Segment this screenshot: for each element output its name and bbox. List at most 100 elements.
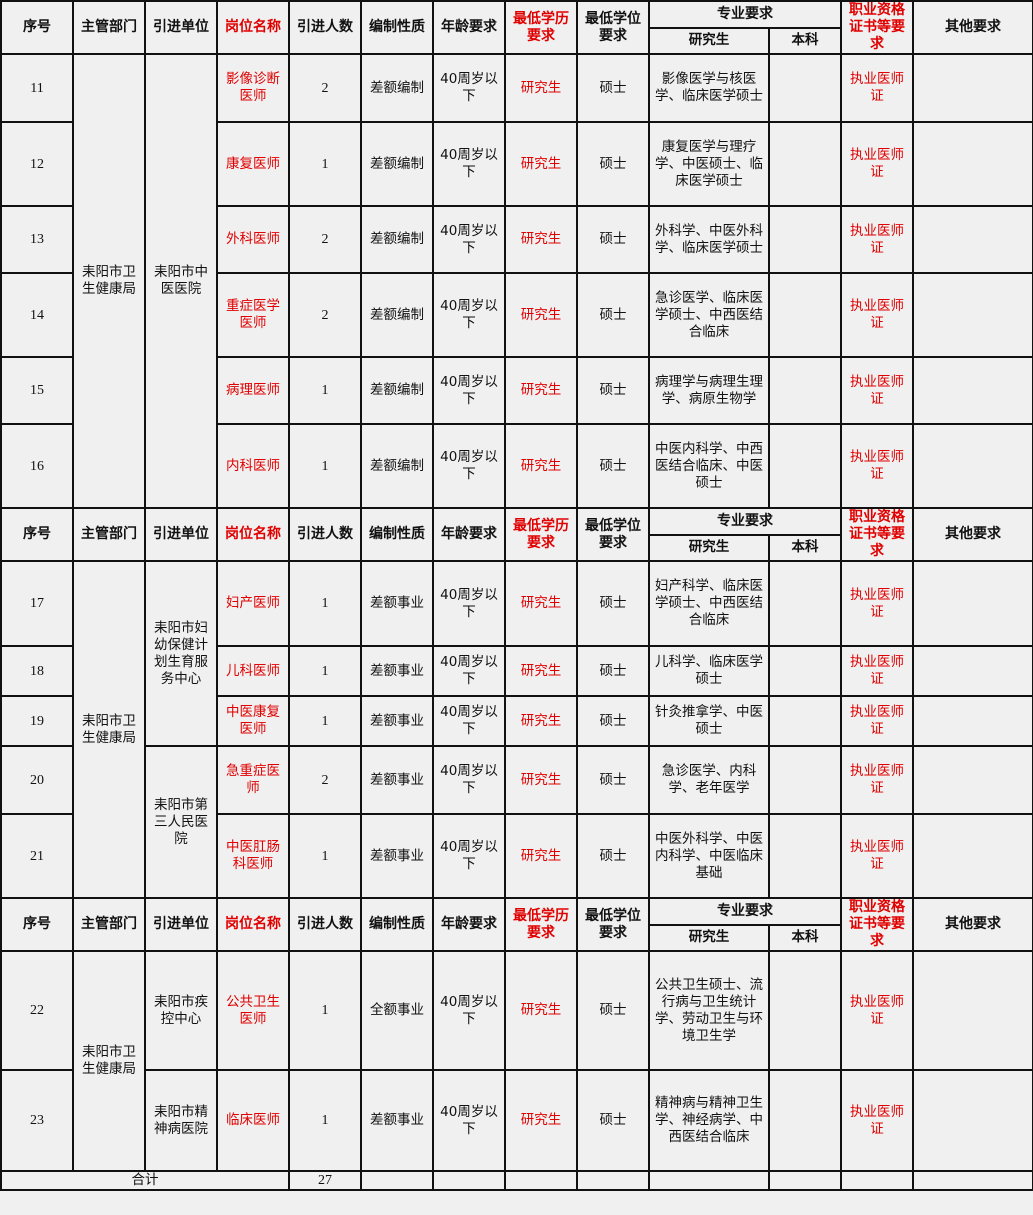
- total-empty-cell: [360, 1170, 434, 1191]
- staffing-cell: 差额编制: [360, 121, 434, 207]
- table-row: 11 耒阳市卫生健康局 耒阳市中医医院 影像诊断医师 2 差额编制 40周岁以下 研究生 硕士影…: [0, 53, 1033, 509]
- header-row: 序号 主管部门 引进单位 岗位名称 引进人数 编制性质 年龄要求 最低学历要求 最低学位要求 专业…: [0, 0, 1033, 55]
- count-cell: 1: [288, 356, 362, 425]
- header-position: 岗位名称: [216, 0, 290, 55]
- header-major: 专业要求: [648, 0, 842, 29]
- position-cell: 中医康复医师: [216, 695, 290, 747]
- header-row: 序号 主管部门 引进单位 岗位名称 引进人数 编制性质 年龄要求 最低学历要求 最低学位要求 专业…: [0, 507, 1033, 562]
- header-major-undergrad: 本科: [768, 923, 842, 952]
- major-undergrad-cell: [768, 356, 842, 425]
- unit-cell: 耒阳市中医医院: [144, 53, 218, 509]
- major-undergrad-cell: [768, 813, 842, 899]
- other-cell: [912, 356, 1033, 425]
- header-degree: 最低学位要求: [576, 897, 650, 952]
- total-count: 27: [288, 1170, 362, 1191]
- degree-cell: 硕士: [576, 813, 650, 899]
- header-cert: 职业资格证书等要求: [840, 897, 914, 952]
- education-cell: 研究生: [504, 950, 578, 1071]
- staffing-cell: 差额编制: [360, 205, 434, 274]
- other-cell: [912, 813, 1033, 899]
- major-grad-cell: 中医内科学、中西医结合临床、中医硕士: [648, 423, 770, 509]
- other-cell: [912, 1069, 1033, 1172]
- degree-cell: 硕士: [576, 560, 650, 647]
- age-cell: 40周岁以下: [432, 121, 506, 207]
- age-cell: 40周岁以下: [432, 745, 506, 815]
- cert-cell: 执业医师证: [840, 272, 914, 358]
- major-grad-cell: 外科学、中医外科学、临床医学硕士: [648, 205, 770, 274]
- age-cell: 40周岁以下: [432, 356, 506, 425]
- header-row: 序号 主管部门 引进单位 岗位名称 引进人数 编制性质 年龄要求 最低学历要求 最低学位要求 专业…: [0, 897, 1033, 952]
- header-major-grad: 研究生: [648, 26, 770, 55]
- other-cell: [912, 560, 1033, 647]
- count-cell: 2: [288, 205, 362, 274]
- major-undergrad-cell: [768, 423, 842, 509]
- position-cell: 急重症医师: [216, 745, 290, 815]
- age-cell: 40周岁以下: [432, 950, 506, 1071]
- education-cell: 研究生: [504, 695, 578, 747]
- header-seq: 序号: [0, 507, 74, 562]
- total-empty-cell: [576, 1170, 650, 1191]
- staffing-cell: 差额编制: [360, 272, 434, 358]
- header-dept: 主管部门: [72, 897, 146, 952]
- staffing-cell: 差额编制: [360, 423, 434, 509]
- count-cell: 2: [288, 272, 362, 358]
- count-cell: 1: [288, 645, 362, 697]
- seq-cell: 20: [0, 745, 74, 815]
- total-empty-cell: [768, 1170, 842, 1191]
- cert-cell: 执业医师证: [840, 121, 914, 207]
- age-cell: 40周岁以下: [432, 1069, 506, 1172]
- table-row: 12 康复医师 1 差额编制 40周岁以下 研究生 硕士 康复医学与理疗学、中医硕士、临床医学…: [0, 121, 1033, 207]
- header-major-undergrad: 本科: [768, 26, 842, 55]
- table-row: 17 耒阳市卫生健康局 耒阳市妇幼保健计划生育服务中心 妇产医师 1 差额事业 40周岁以下…: [0, 560, 1033, 899]
- major-undergrad-cell: [768, 272, 842, 358]
- count-cell: 2: [288, 53, 362, 123]
- header-count: 引进人数: [288, 897, 362, 952]
- age-cell: 40周岁以下: [432, 560, 506, 647]
- position-cell: 康复医师: [216, 121, 290, 207]
- major-grad-cell: 精神病与精神卫生学、神经病学、中西医结合临床: [648, 1069, 770, 1172]
- unit-cell: 耒阳市第三人民医院: [144, 745, 218, 899]
- header-major-grad: 研究生: [648, 923, 770, 952]
- cert-cell: 执业医师证: [840, 645, 914, 697]
- major-grad-cell: 针灸推拿学、中医硕士: [648, 695, 770, 747]
- position-cell: 外科医师: [216, 205, 290, 274]
- education-cell: 研究生: [504, 1069, 578, 1172]
- header-count: 引进人数: [288, 0, 362, 55]
- unit-cell: 耒阳市妇幼保健计划生育服务中心: [144, 560, 218, 747]
- header-dept: 主管部门: [72, 507, 146, 562]
- other-cell: [912, 205, 1033, 274]
- header-staffing: 编制性质: [360, 0, 434, 55]
- position-cell: 影像诊断医师: [216, 53, 290, 123]
- education-cell: 研究生: [504, 423, 578, 509]
- header-degree: 最低学位要求: [576, 507, 650, 562]
- header-seq: 序号: [0, 897, 74, 952]
- seq-cell: 16: [0, 423, 74, 509]
- count-cell: 1: [288, 950, 362, 1071]
- age-cell: 40周岁以下: [432, 695, 506, 747]
- count-cell: 1: [288, 560, 362, 647]
- header-staffing: 编制性质: [360, 897, 434, 952]
- header-major: 专业要求: [648, 507, 842, 536]
- seq-cell: 14: [0, 272, 74, 358]
- degree-cell: 硕士: [576, 423, 650, 509]
- header-count: 引进人数: [288, 507, 362, 562]
- seq-cell: 22: [0, 950, 74, 1071]
- header-unit: 引进单位: [144, 897, 218, 952]
- major-grad-cell: 急诊医学、临床医学硕士、中西医结合临床: [648, 272, 770, 358]
- age-cell: 40周岁以下: [432, 813, 506, 899]
- other-cell: [912, 695, 1033, 747]
- education-cell: 研究生: [504, 121, 578, 207]
- header-age: 年龄要求: [432, 897, 506, 952]
- count-cell: 1: [288, 1069, 362, 1172]
- seq-cell: 11: [0, 53, 74, 123]
- table-row: 20 耒阳市第三人民医院 急重症医师 2 差额事业 40周岁以下 研究生 硕士 急诊医学、内科学…: [0, 745, 1033, 899]
- cert-cell: 执业医师证: [840, 813, 914, 899]
- unit-cell: 耒阳市精神病医院: [144, 1069, 218, 1172]
- cert-cell: 执业医师证: [840, 205, 914, 274]
- header-age: 年龄要求: [432, 0, 506, 55]
- header-age: 年龄要求: [432, 507, 506, 562]
- education-cell: 研究生: [504, 745, 578, 815]
- header-subrow: 研究生 本科: [1, 26, 1033, 55]
- total-empty-cell: [912, 1170, 1033, 1191]
- total-empty-cell: [840, 1170, 914, 1191]
